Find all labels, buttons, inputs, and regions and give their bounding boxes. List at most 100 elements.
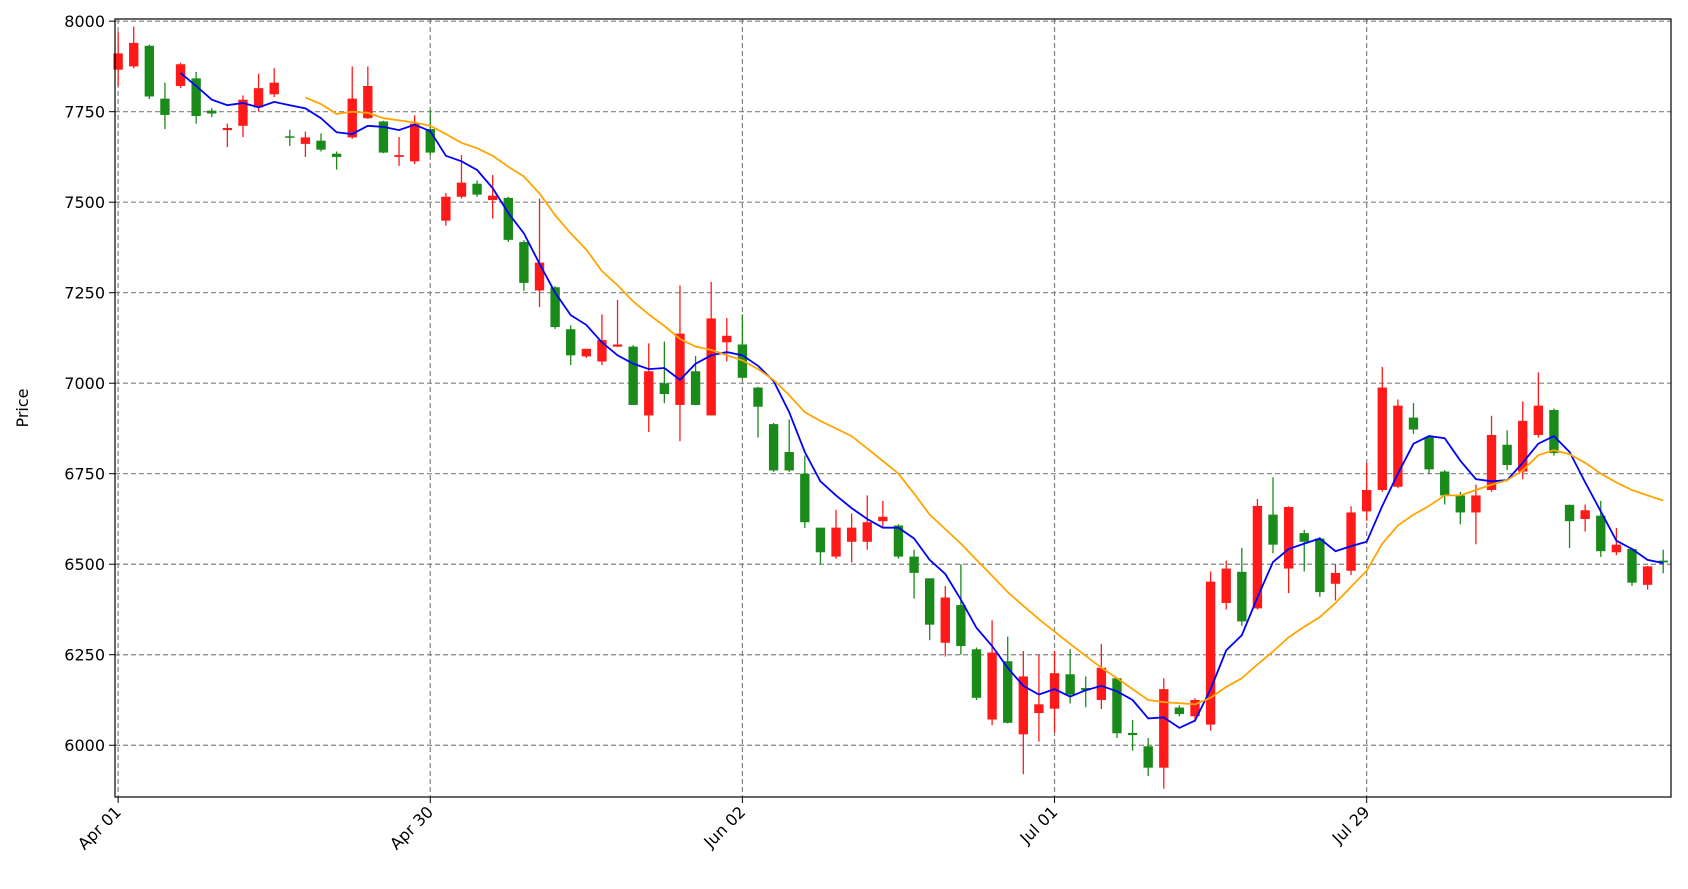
candle-body — [878, 516, 888, 522]
candle-body — [831, 527, 841, 557]
candle-body — [363, 85, 373, 119]
candle-body — [1596, 515, 1606, 552]
candle-body — [1221, 568, 1231, 603]
candle-body — [285, 136, 295, 138]
candle-body — [846, 527, 857, 542]
candle-body — [924, 578, 935, 625]
candle-body — [987, 652, 997, 720]
y-tick-label: 6500 — [64, 555, 105, 574]
candle-body — [1455, 495, 1465, 513]
candle-body — [550, 287, 560, 328]
candle-body — [690, 371, 701, 405]
candle-body — [441, 196, 451, 221]
candle-body — [488, 195, 498, 201]
x-tick-label: Jun 02 — [699, 802, 749, 852]
candle-body — [519, 242, 529, 283]
candle-body — [113, 53, 123, 70]
candle-body — [1377, 387, 1387, 490]
candle-body — [1549, 409, 1559, 454]
candle-body — [753, 387, 763, 407]
candle-body — [800, 473, 810, 523]
candle-body — [1268, 514, 1278, 545]
y-tick-label: 7250 — [64, 284, 105, 303]
y-axis-label: Price — [13, 388, 32, 427]
candle-body — [675, 333, 685, 405]
x-tick-label: Jul 29 — [1328, 802, 1374, 848]
candle-body — [1518, 420, 1528, 472]
candle-body — [1190, 699, 1200, 717]
candle-body — [1408, 417, 1419, 430]
x-tick-label: Apr 30 — [386, 802, 437, 853]
candle-body — [1627, 549, 1637, 583]
candle-body — [956, 605, 966, 647]
candle-body — [581, 348, 592, 357]
x-tick-label: Apr 01 — [74, 802, 125, 853]
candle-body — [300, 137, 311, 144]
candle-body — [659, 383, 670, 395]
y-tick-label: 6250 — [64, 646, 105, 665]
candle-body — [472, 183, 482, 195]
candle-body — [1346, 512, 1356, 571]
candle-body — [768, 424, 779, 471]
y-tick-label: 6750 — [64, 465, 105, 484]
moving-average-line — [179, 72, 1664, 729]
candle-body — [1393, 405, 1403, 487]
candle-body — [1018, 676, 1028, 735]
candle-body — [503, 197, 513, 240]
candle-body — [1143, 746, 1153, 768]
candle-body — [394, 155, 404, 157]
candle-body — [644, 371, 654, 416]
candle-body — [612, 344, 623, 347]
candle-body — [269, 82, 279, 95]
candle-body — [425, 129, 435, 153]
candle-body — [597, 340, 607, 362]
candle-body — [1003, 661, 1013, 723]
candle-body — [1611, 544, 1622, 553]
candle-body — [971, 649, 982, 698]
candle-body — [1533, 405, 1544, 435]
candle-body — [238, 99, 248, 126]
candle-body — [1424, 437, 1434, 470]
candle-body — [1440, 471, 1450, 496]
candle-body — [191, 78, 201, 117]
candle-body — [940, 597, 950, 643]
candle-body — [347, 98, 357, 138]
candle-body — [1205, 581, 1216, 725]
candle-body — [253, 88, 264, 108]
candle-body — [378, 121, 389, 153]
candle-body — [1252, 505, 1263, 609]
candle-body — [175, 64, 186, 86]
candle-body — [1580, 510, 1590, 519]
candle-body — [862, 522, 872, 542]
candle-body — [1315, 538, 1325, 593]
candle-body — [1049, 673, 1060, 709]
plot-frame — [114, 18, 1672, 798]
candle-body — [316, 140, 326, 150]
candle-body — [207, 110, 217, 114]
candle-body — [129, 42, 139, 67]
candle-body — [1127, 732, 1138, 736]
candle-body — [1112, 678, 1122, 734]
y-tick-label: 7750 — [64, 103, 105, 122]
candle-body — [331, 153, 342, 157]
candle-body — [144, 45, 155, 97]
candle-body — [534, 262, 545, 291]
x-tick-label: Jul 01 — [1016, 802, 1062, 848]
candle-body — [706, 318, 716, 416]
moving-average-line — [305, 96, 1664, 706]
candle-body — [222, 127, 233, 131]
candle-body — [893, 525, 904, 557]
candle-body — [722, 335, 732, 343]
candle-body — [1502, 444, 1512, 466]
candle-body — [409, 123, 420, 162]
candle-body — [1658, 560, 1668, 563]
candle-body — [1237, 571, 1247, 622]
candle-body — [1361, 489, 1372, 512]
candle-body — [909, 556, 919, 573]
y-tick-label: 8000 — [64, 12, 105, 31]
candle-body — [1330, 572, 1341, 584]
candle-body — [815, 527, 826, 553]
candle-body — [456, 182, 467, 197]
